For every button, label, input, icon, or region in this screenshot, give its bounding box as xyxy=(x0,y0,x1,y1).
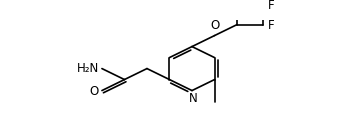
Text: F: F xyxy=(268,0,275,12)
Text: O: O xyxy=(210,19,219,32)
Text: O: O xyxy=(90,85,99,98)
Text: F: F xyxy=(268,19,275,32)
Text: H₂N: H₂N xyxy=(77,62,99,75)
Text: N: N xyxy=(189,92,197,105)
